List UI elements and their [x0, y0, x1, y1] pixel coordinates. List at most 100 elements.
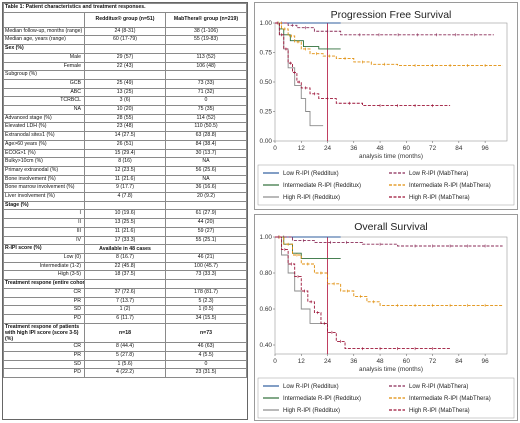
row-label: Extranodal site≥1 (%) — [3, 131, 85, 141]
redditux-value: 22 (45.8) — [84, 261, 166, 272]
row-label: Bulky>10cm (%) — [3, 157, 85, 167]
row-label: III — [3, 226, 85, 237]
mabthera-value: 71 (32) — [165, 87, 247, 98]
mabthera-value: 44 (20) — [165, 218, 247, 228]
x-axis-label: analysis time (months) — [359, 153, 423, 160]
mabthera-value: 23 (31.5) — [165, 368, 247, 379]
mabthera-value: 75 (35) — [165, 105, 247, 115]
header-redditux: Redditux® group (n=51) — [84, 11, 166, 28]
table-row: PD 4 (22.2) 23 (31.5) — [3, 368, 247, 379]
x-tick-label: 96 — [482, 358, 490, 365]
mabthera-value: 0 — [165, 359, 247, 370]
redditux-value: 12 (23.5) — [84, 165, 166, 176]
redditux-value: 28 (55) — [84, 113, 166, 124]
redditux-value: 22 (43) — [84, 61, 166, 72]
row-label: Bone marrow involvement (%) — [3, 183, 85, 194]
table-row: Low (0) 8 (16.7) 46 (21) — [3, 253, 247, 263]
mabthera-value: NA — [165, 157, 247, 167]
table-header-row: Redditux® group (n=51) MabThera® group (… — [3, 11, 247, 28]
table-row: Intermediate (1-2) 22 (45.8) 100 (45.7) — [3, 261, 247, 272]
y-tick-label: 0.80 — [260, 270, 273, 277]
table-row: I 10 (19.6) 61 (27.9) — [3, 209, 247, 220]
redditux-value: 9 (17.7) — [84, 183, 166, 194]
mabthera-value: 114 (52) — [165, 113, 247, 124]
table-row: ECOG>1 (%) 15 (29.4) 30 (13.7) — [3, 148, 247, 159]
mabthera-value — [165, 44, 247, 54]
table-row: Stage (%) — [3, 200, 247, 211]
table-row: Sex (%) — [3, 44, 247, 54]
row-label: II — [3, 218, 85, 228]
mabthera-value: 46 (63) — [165, 342, 247, 352]
legend-box — [257, 377, 515, 419]
legend-label: High R-IPI (Redditux) — [283, 408, 340, 414]
table-row: II 13 (25.5) 44 (20) — [3, 218, 247, 228]
redditux-value: 60 (17-79) — [84, 35, 166, 46]
legend-label: Low R-IPI (MabThera) — [409, 384, 468, 390]
x-tick-label: 24 — [324, 358, 332, 365]
redditux-value: 29 (57) — [84, 52, 166, 63]
table-row: Bulky>10cm (%) 8 (16) NA — [3, 157, 247, 167]
x-tick-label: 72 — [429, 358, 437, 365]
row-label: Age>60 years (%) — [3, 139, 85, 150]
legend-label: Low R-IPI (MabThera) — [409, 171, 468, 177]
row-label: IV — [3, 235, 85, 246]
redditux-value: 14 (27.5) — [84, 131, 166, 141]
table-row: Elevated LDH (%) 23 (48) 110 (50.5) — [3, 122, 247, 133]
redditux-value: 4 (22.2) — [84, 368, 166, 379]
mabthera-value — [165, 70, 247, 80]
table-row: Advanced stage (%) 28 (55) 114 (52) — [3, 113, 247, 124]
table-row: SD 1 (2) 1 (0.5) — [3, 305, 247, 315]
redditux-value: 8 (16.7) — [84, 253, 166, 263]
plot-frame — [274, 236, 508, 355]
legend-label: Intermediate R-IPI (Redditux) — [283, 396, 361, 402]
row-label: PR — [3, 350, 85, 361]
row-label: PR — [3, 296, 85, 307]
redditux-value: 5 (27.8) — [84, 350, 166, 361]
redditux-value: n=18 — [84, 322, 166, 344]
mabthera-value: 100 (45.7) — [165, 261, 247, 272]
row-label: Bone involvement (%) — [3, 174, 85, 185]
patient-characteristics-table: Table 1: Patient characteristics and tre… — [2, 2, 248, 420]
row-label: High (3-5) — [3, 270, 85, 281]
chart-title: Overall Survival — [354, 221, 428, 233]
mabthera-value — [165, 279, 247, 289]
redditux-value — [84, 200, 166, 211]
row-label: Subgroup (%) — [3, 70, 85, 80]
mabthera-value: 55 (19-83) — [165, 35, 247, 46]
x-tick-label: 24 — [324, 145, 332, 152]
redditux-value: 8 (44.4) — [84, 342, 166, 352]
table-title: Table 1: Patient characteristics and tre… — [3, 3, 247, 13]
table-row: Male 29 (57) 113 (52) — [3, 52, 247, 63]
redditux-value — [84, 70, 166, 80]
table-row: SD 1 (5.6) 0 — [3, 359, 247, 370]
legend-label: Intermediate R-IPI (MabThera) — [409, 396, 491, 402]
redditux-value: 8 (16) — [84, 157, 166, 167]
mabthera-value: 30 (13.7) — [165, 148, 247, 159]
redditux-value: 10 (19.6) — [84, 209, 166, 220]
redditux-value: 1 (5.6) — [84, 359, 166, 370]
mabthera-value: n=73 — [165, 322, 247, 344]
row-label: Male — [3, 52, 85, 63]
table-row: PD 6 (11.7) 34 (15.5) — [3, 313, 247, 324]
os-chart: Overall Survival 0.40 0.60 0.80 1.00 0 12 24 36 4… — [257, 221, 515, 419]
mabthera-value: 61 (27.9) — [165, 209, 247, 220]
mabthera-value: 34 (15.5) — [165, 313, 247, 324]
row-label: ABC — [3, 87, 85, 98]
table-title-row: Table 1: Patient characteristics and tre… — [3, 3, 247, 13]
table-row: TCRBCL 3 (6) 0 — [3, 96, 247, 107]
mabthera-value: 46 (21) — [165, 253, 247, 263]
x-tick-label: 12 — [298, 145, 306, 152]
y-tick-label: 0.25 — [260, 109, 273, 116]
table-row: Female 22 (43) 106 (48) — [3, 61, 247, 72]
table-row: Bone marrow involvement (%) 9 (17.7) 36 (1… — [3, 183, 247, 194]
row-label: SD — [3, 305, 85, 315]
mabthera-value: 73 (33) — [165, 78, 247, 89]
row-label: PD — [3, 368, 85, 379]
header-mabthera: MabThera® group (n=219) — [165, 11, 247, 28]
row-label: Low (0) — [3, 253, 85, 263]
redditux-value: 4 (7.8) — [84, 192, 166, 202]
row-label: CR — [3, 287, 85, 298]
row-label: GCB — [3, 78, 85, 89]
redditux-value: 24 (8-31) — [84, 26, 166, 37]
row-label: I — [3, 209, 85, 220]
